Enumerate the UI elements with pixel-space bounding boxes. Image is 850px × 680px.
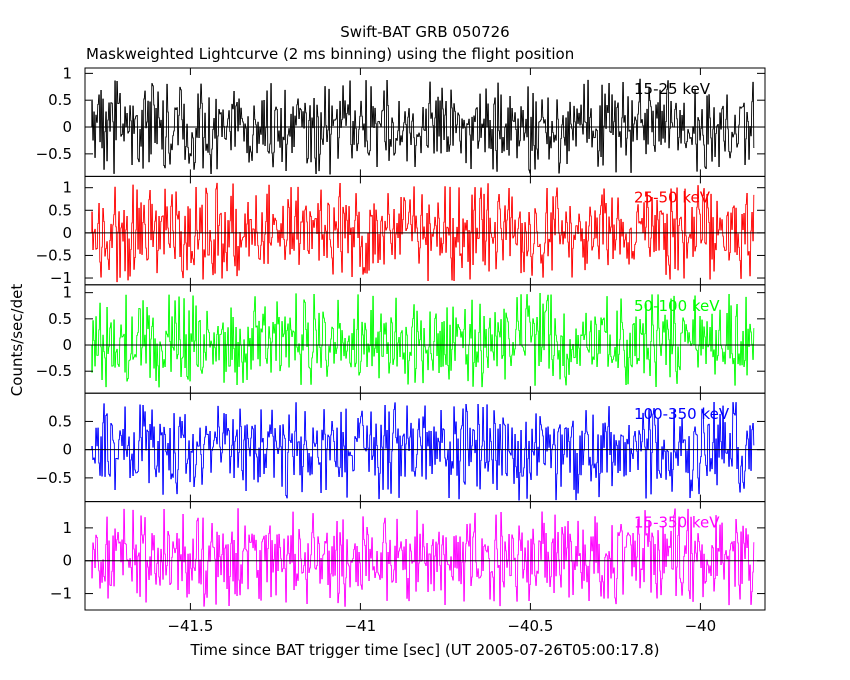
panel-3: 50-100 keV −0.5 0 0.5 1 xyxy=(36,284,766,394)
band-label: 50-100 keV xyxy=(634,297,720,315)
y-tick-label: −1 xyxy=(50,585,72,603)
y-tick-label: 1 xyxy=(62,179,72,197)
band-label: 25-50 keV xyxy=(634,188,711,206)
y-tick-label: 1 xyxy=(62,519,72,537)
y-tick-label: −0.5 xyxy=(36,362,72,380)
panel-5: 15-350 keV −1 0 1 xyxy=(50,501,766,611)
trace-line xyxy=(91,78,755,175)
x-tick-label: −41 xyxy=(345,617,377,635)
band-label: 15-25 keV xyxy=(634,80,711,98)
x-tick-label: −41.5 xyxy=(167,617,213,635)
y-tick-label: −0.5 xyxy=(36,469,72,487)
y-tick-label: 0.5 xyxy=(48,310,72,328)
y-tick-label: −1 xyxy=(50,269,72,287)
y-tick-label: 0 xyxy=(62,441,72,459)
trace-line xyxy=(91,508,755,607)
band-label: 15-350 keV xyxy=(634,514,720,532)
x-tick-label: −40 xyxy=(685,617,717,635)
y-tick-label: 0 xyxy=(62,118,72,136)
trace-line xyxy=(91,293,755,388)
y-tick-label: 1 xyxy=(62,284,72,302)
panel-4: 100-350 keV −0.5 0 0.5 xyxy=(36,392,766,503)
x-tick-label: −40.5 xyxy=(507,617,553,635)
y-tick-label: −0.5 xyxy=(36,145,72,163)
chart-title: Swift-BAT GRB 050726 xyxy=(340,23,509,41)
x-axis: −41.5 −41 −40.5 −40 xyxy=(167,617,716,635)
panel-2: 25-50 keV −1 −0.5 0 0.5 1 xyxy=(36,175,766,287)
y-tick-label: 0.5 xyxy=(48,91,72,109)
y-tick-label: 0.5 xyxy=(48,412,72,430)
y-tick-label: 1 xyxy=(62,64,72,82)
panel-frame xyxy=(84,501,766,611)
y-tick-label: −0.5 xyxy=(36,246,72,264)
y-tick-label: 0.5 xyxy=(48,201,72,219)
trace-line xyxy=(91,401,755,501)
chart-subtitle: Maskweighted Lightcurve (2 ms binning) u… xyxy=(86,45,574,63)
y-axis-label: Counts/sec/det xyxy=(8,284,26,397)
y-tick-label: 0 xyxy=(62,552,72,570)
band-label: 100-350 keV xyxy=(634,405,730,423)
trace-line xyxy=(91,182,755,283)
y-tick-label: 0 xyxy=(62,336,72,354)
y-tick-label: 0 xyxy=(62,224,72,242)
panel-1: 15-25 keV −0.5 0 0.5 1 xyxy=(36,64,766,177)
x-axis-label: Time since BAT trigger time [sec] (UT 20… xyxy=(190,641,660,659)
